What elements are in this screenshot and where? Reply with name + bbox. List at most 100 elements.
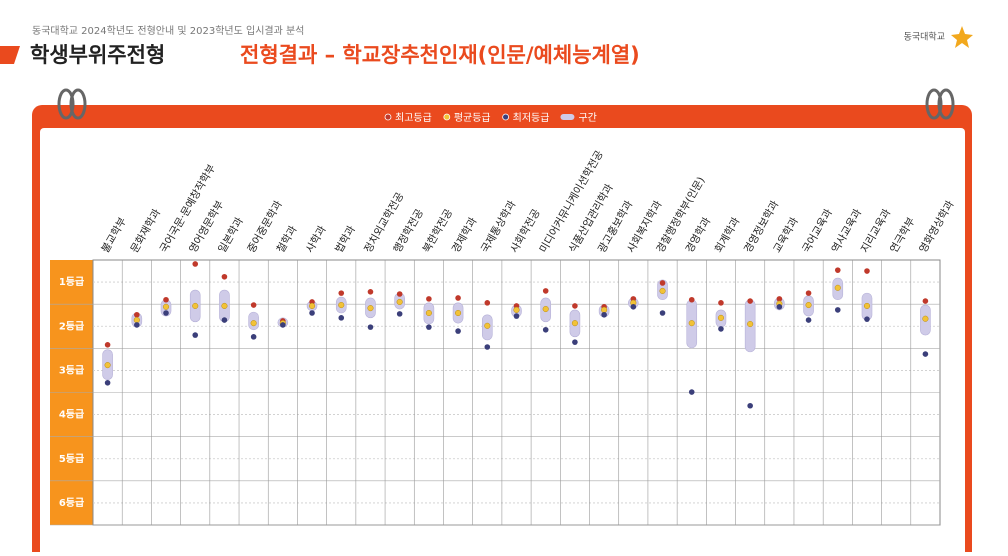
- logo-text: 동국대학교: [904, 32, 945, 43]
- grade-dot: [134, 311, 140, 318]
- grade-dot: [162, 303, 170, 310]
- y-tick-label: 1등급: [59, 276, 84, 288]
- grade-dot: [747, 402, 753, 409]
- legend-label: 최저등급: [513, 112, 550, 124]
- grade-dot: [338, 315, 345, 321]
- grade-dot: [688, 296, 695, 303]
- grade-dot: [396, 291, 403, 297]
- grade-dot: [922, 298, 929, 304]
- grade-dot: [834, 267, 841, 273]
- grade-dot: [280, 322, 286, 328]
- grade-dot: [864, 316, 870, 322]
- ring: [57, 88, 75, 120]
- grade-dot: [367, 305, 374, 312]
- title-highlight: 전형결과 – 학교장추천인재(인문/예체능계열): [240, 43, 640, 67]
- grade-dot: [513, 313, 520, 319]
- grade-dot: [104, 362, 111, 369]
- grade-dot: [659, 280, 666, 286]
- grade-dot: [805, 290, 812, 296]
- grade-dot: [718, 326, 724, 332]
- grade-dot: [688, 389, 695, 395]
- grade-dot: [484, 322, 491, 329]
- ring: [925, 88, 943, 120]
- grade-dot: [542, 326, 549, 333]
- grade-dot: [192, 302, 199, 309]
- grade-dot: [104, 342, 111, 348]
- grade-dot: [571, 320, 578, 327]
- grade-dot: [134, 322, 140, 328]
- grade-dot: [221, 273, 228, 280]
- y-tick-label: 5등급: [59, 453, 84, 465]
- legend-marker: [384, 113, 392, 121]
- grade-dot: [805, 317, 812, 323]
- grade-dot: [367, 289, 374, 295]
- grade-dot: [250, 334, 257, 340]
- grade-dot: [338, 302, 345, 309]
- title-accent: [0, 46, 20, 64]
- grade-dot: [221, 302, 228, 309]
- grade-dot: [426, 296, 432, 302]
- grade-dot: [104, 379, 111, 386]
- grade-dot: [747, 298, 753, 304]
- grade-dot: [601, 306, 608, 313]
- legend-label: 구간: [578, 112, 596, 124]
- y-tick-label: 6등급: [59, 497, 84, 509]
- grade-dot: [805, 302, 812, 309]
- grade-dot: [922, 351, 929, 357]
- grade-dot: [133, 317, 140, 324]
- grade-dot: [717, 314, 724, 321]
- grade-dot: [863, 302, 871, 309]
- legend-label: 평균등급: [454, 112, 491, 124]
- grade-dot: [659, 310, 666, 316]
- grade-dot: [455, 295, 461, 301]
- grade-dot: [338, 290, 345, 296]
- grade-dot: [747, 320, 754, 328]
- subtitle: 동국대학교 2024학년도 전형안내 및 2023학년도 입시결과 분석: [32, 24, 304, 37]
- grade-dot: [163, 296, 169, 303]
- grade-dot: [572, 339, 578, 345]
- legend-label: 최고등급: [395, 112, 432, 124]
- legend-marker: [560, 114, 575, 120]
- grade-dot: [455, 328, 461, 334]
- grade-dot: [630, 304, 637, 310]
- grade-dot: [425, 309, 432, 317]
- ring: [937, 88, 955, 120]
- grade-dot: [484, 300, 491, 306]
- grade-dot: [192, 332, 199, 338]
- y-tick-label: 4등급: [59, 409, 84, 421]
- title: 학생부위주전형: [30, 43, 165, 67]
- y-tick-label: 3등급: [59, 364, 84, 376]
- legend-marker: [443, 113, 451, 121]
- legend-marker: [502, 113, 510, 121]
- grade-dot: [542, 305, 549, 313]
- grade-dot: [922, 315, 929, 322]
- grade-dot: [776, 296, 783, 302]
- grade-dot: [396, 311, 403, 317]
- grade-dot: [659, 287, 666, 294]
- grade-dot: [426, 324, 432, 330]
- grade-dot: [718, 300, 724, 306]
- board-paper: [40, 128, 965, 556]
- logo-mark: [951, 26, 973, 48]
- grade-dot: [163, 310, 169, 316]
- grade-dot: [542, 288, 549, 294]
- grade-dot: [834, 307, 841, 313]
- grade-dot: [367, 324, 374, 330]
- grade-dot: [484, 344, 491, 350]
- grade-dot: [688, 320, 695, 327]
- grade-dot: [309, 302, 316, 309]
- grade-dot: [309, 310, 315, 316]
- grade-dot: [572, 303, 578, 309]
- grade-dot: [455, 309, 462, 317]
- grade-dot: [834, 284, 841, 291]
- grade-dot: [250, 302, 257, 308]
- grade-dot: [513, 306, 520, 313]
- ring: [69, 88, 87, 120]
- grade-dot: [221, 317, 228, 323]
- grade-dot: [776, 304, 783, 310]
- grade-dot: [250, 320, 257, 327]
- grade-dot: [601, 311, 607, 318]
- y-tick-label: 2등급: [59, 320, 84, 332]
- grade-dot: [864, 268, 870, 274]
